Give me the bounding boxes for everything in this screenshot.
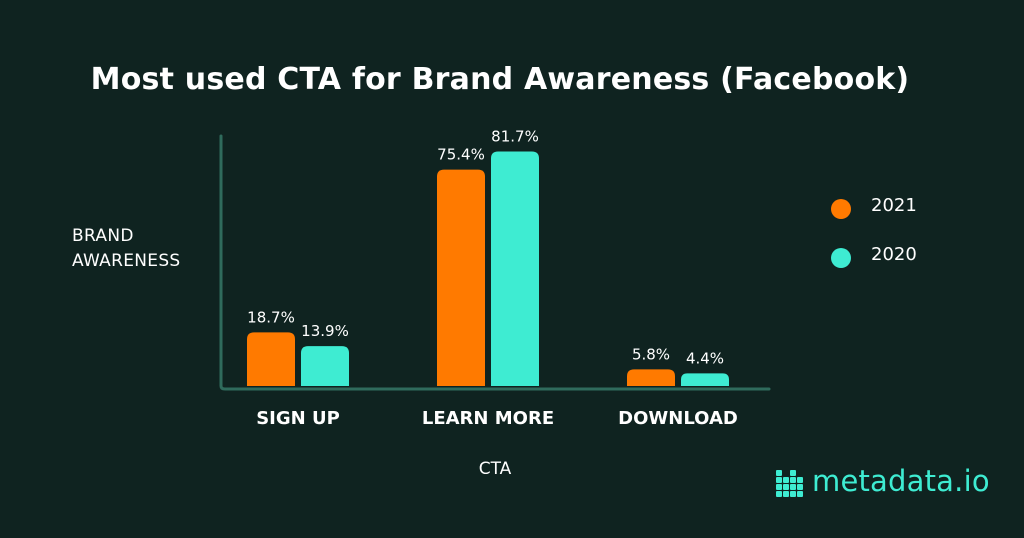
bar-2020-download bbox=[681, 373, 729, 386]
data-label-2021-learn-more: 75.4% bbox=[437, 146, 485, 164]
bar-2020-learn-more bbox=[491, 151, 539, 386]
legend-label-2020: 2020 bbox=[871, 244, 917, 265]
data-label-2020-download: 4.4% bbox=[686, 349, 724, 367]
data-label-2021-sign-up: 18.7% bbox=[247, 308, 295, 326]
legend-swatch-2020 bbox=[831, 248, 851, 268]
chart-title: Most used CTA for Brand Awareness (Faceb… bbox=[90, 62, 910, 97]
bar-2021-sign-up bbox=[247, 332, 295, 386]
data-label-2021-download: 5.8% bbox=[632, 345, 670, 363]
legend-swatch-2021 bbox=[831, 199, 851, 219]
axis-line bbox=[219, 134, 771, 391]
brand-name: metadata.io bbox=[812, 464, 990, 498]
data-label-2020-learn-more: 81.7% bbox=[491, 128, 539, 146]
category-label-download: DOWNLOAD bbox=[618, 408, 738, 429]
bar-2021-download bbox=[627, 369, 675, 386]
category-label-learn-more: LEARN MORE bbox=[422, 408, 554, 429]
legend-label-2021: 2021 bbox=[871, 195, 917, 216]
x-axis-label: CTA bbox=[478, 459, 512, 479]
category-label-sign-up: SIGN UP bbox=[256, 408, 340, 429]
data-label-2020-sign-up: 13.9% bbox=[301, 322, 349, 340]
bar-2020-sign-up bbox=[301, 346, 349, 386]
logo-grid-icon bbox=[776, 470, 804, 498]
bar-2021-learn-more bbox=[437, 169, 485, 386]
y-axis-label: BRAND AWARENESS bbox=[72, 226, 181, 271]
